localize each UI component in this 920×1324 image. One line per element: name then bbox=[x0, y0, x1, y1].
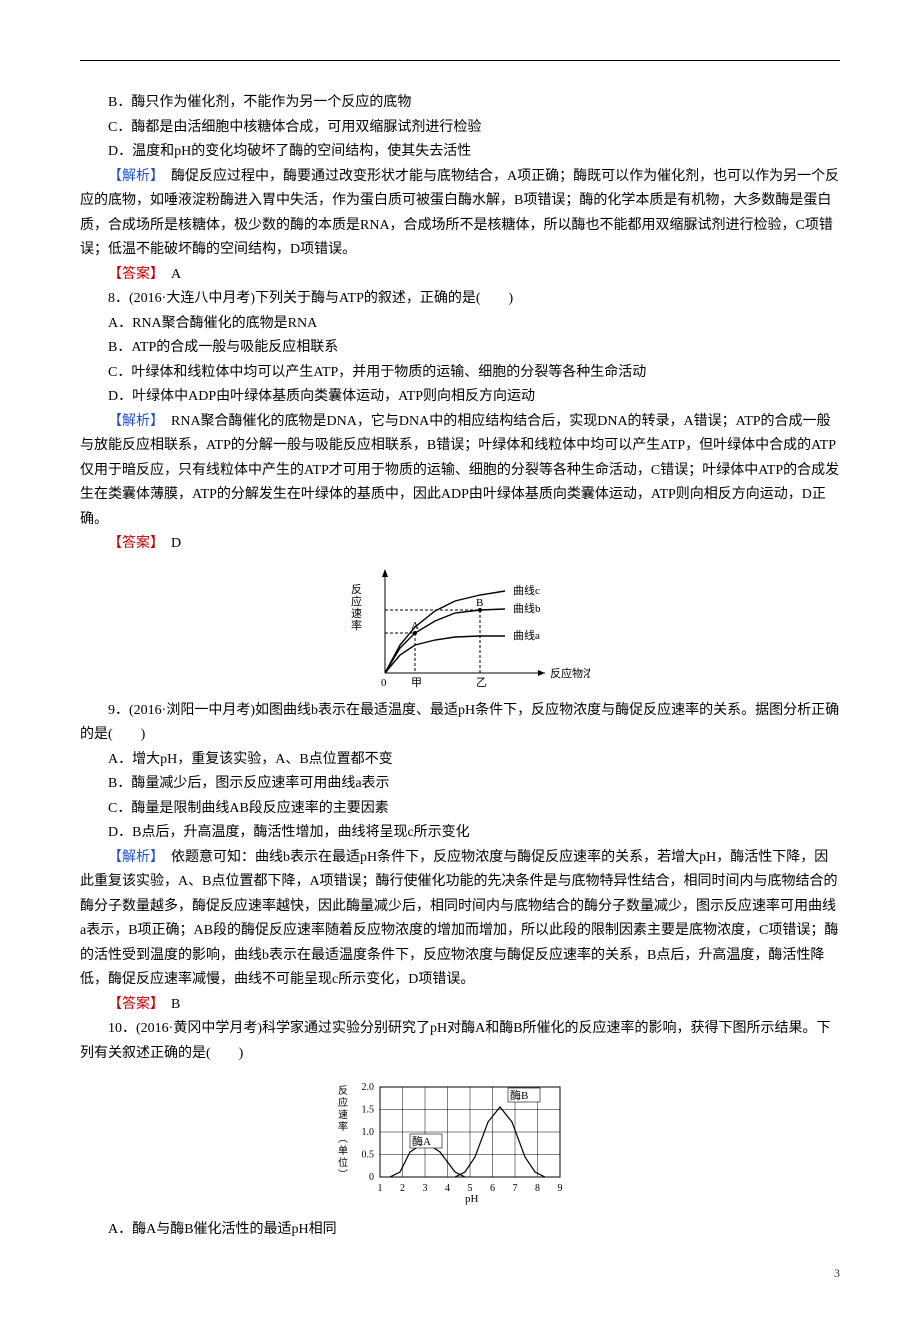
svg-text:3: 3 bbox=[423, 1183, 428, 1194]
svg-text:反: 反 bbox=[338, 1085, 348, 1097]
q7-opt-c: C．酶都是由活细胞中核糖体合成，可用双缩脲试剂进行检验 bbox=[80, 116, 840, 141]
svg-text:9: 9 bbox=[558, 1183, 563, 1194]
q8-opt-c: C．叶绿体和线粒体中均可以产生ATP，并用于物质的运输、细胞的分裂等各种生命活动 bbox=[80, 361, 840, 386]
svg-text:反应速率: 反应速率 bbox=[351, 583, 362, 632]
svg-text:0: 0 bbox=[381, 677, 387, 689]
q10-stem: 10．(2016·黄冈中学月考)科学家通过实验分别研究了pH对酶A和酶B所催化的… bbox=[80, 1017, 840, 1066]
q9-opt-d: D．B点后，升高温度，酶活性增加，曲线将呈现c所示变化 bbox=[80, 821, 840, 846]
q7-opt-d: D．温度和pH的变化均破坏了酶的空间结构，使其失去活性 bbox=[80, 140, 840, 165]
q7-opt-b: B．酶只作为催化剂，不能作为另一个反应的底物 bbox=[80, 91, 840, 116]
q10-figure: 00.51.01.52.0 123456789 酶A酶B pH 反应速率︵单位︶ bbox=[80, 1072, 840, 1212]
answer-label: 【答案】 bbox=[108, 267, 157, 282]
q8-answer: 【答案】 D bbox=[80, 532, 840, 557]
q9-opt-b: B．酶量减少后，图示反应速率可用曲线a表示 bbox=[80, 772, 840, 797]
svg-text:速: 速 bbox=[338, 1109, 348, 1121]
q9-opt-c: C．酶量是限制曲线AB段反应速率的主要因素 bbox=[80, 797, 840, 822]
svg-text:A: A bbox=[411, 620, 419, 632]
svg-text:︵: ︵ bbox=[338, 1134, 348, 1145]
svg-text:曲线b: 曲线b bbox=[513, 601, 541, 615]
svg-text:曲线a: 曲线a bbox=[513, 628, 540, 642]
svg-text:乙: 乙 bbox=[476, 676, 487, 689]
svg-text:B: B bbox=[476, 597, 483, 609]
q9-analysis: 【解析】 依题意可知：曲线b表示在最适pH条件下，反应物浓度与酶促反应速率的关系… bbox=[80, 846, 840, 993]
svg-text:甲: 甲 bbox=[411, 677, 422, 689]
svg-text:1.5: 1.5 bbox=[362, 1105, 375, 1116]
svg-text:2.0: 2.0 bbox=[362, 1082, 375, 1093]
top-rule bbox=[80, 60, 840, 61]
svg-text:7: 7 bbox=[513, 1183, 518, 1194]
svg-text:反应物浓度: 反应物浓度 bbox=[550, 666, 590, 680]
analysis-label: 【解析】 bbox=[108, 414, 157, 429]
q8-opt-b: B．ATP的合成一般与吸能反应相联系 bbox=[80, 336, 840, 361]
svg-text:率: 率 bbox=[338, 1120, 348, 1133]
page-number: 3 bbox=[80, 1263, 840, 1284]
q10-opt-a: A．酶A与酶B催化活性的最适pH相同 bbox=[80, 1218, 840, 1243]
q9-opt-a: A．增大pH，重复该实验，A、B点位置都不变 bbox=[80, 748, 840, 773]
q8-analysis: 【解析】 RNA聚合酶催化的底物是DNA，它与DNA中的相应结构结合后，实现DN… bbox=[80, 410, 840, 533]
svg-text:应: 应 bbox=[338, 1096, 348, 1109]
svg-text:4: 4 bbox=[445, 1183, 450, 1194]
q9-figure: 反应速率 A B 0 甲 乙 曲线c 曲线b 曲线a 反应物浓度 bbox=[80, 563, 840, 693]
svg-text:酶A: 酶A bbox=[412, 1135, 431, 1148]
q9-stem: 9．(2016·浏阳一中月考)如图曲线b表示在最适温度、最适pH条件下，反应物浓… bbox=[80, 699, 840, 748]
q9-answer: 【答案】 B bbox=[80, 993, 840, 1018]
q7-analysis: 【解析】 酶促反应过程中，酶要通过改变形状才能与底物结合，A项正确；酶既可以作为… bbox=[80, 165, 840, 263]
analysis-label: 【解析】 bbox=[108, 169, 157, 184]
svg-text:1: 1 bbox=[378, 1183, 383, 1194]
svg-text:8: 8 bbox=[535, 1183, 540, 1194]
svg-text:1.0: 1.0 bbox=[362, 1127, 375, 1138]
q8-opt-d: D．叶绿体中ADP由叶绿体基质向类囊体运动，ATP则向相反方向运动 bbox=[80, 385, 840, 410]
svg-text:位: 位 bbox=[338, 1156, 348, 1169]
answer-label: 【答案】 bbox=[108, 536, 157, 551]
svg-text:6: 6 bbox=[490, 1183, 495, 1194]
svg-text:曲线c: 曲线c bbox=[513, 583, 540, 597]
q8-stem: 8．(2016·大连八中月考)下列关于酶与ATP的叙述，正确的是( ) bbox=[80, 287, 840, 312]
q7-answer: 【答案】 A bbox=[80, 263, 840, 288]
svg-text:单: 单 bbox=[338, 1145, 348, 1157]
analysis-label: 【解析】 bbox=[108, 850, 157, 865]
svg-text:0.5: 0.5 bbox=[362, 1150, 375, 1161]
answer-label: 【答案】 bbox=[108, 997, 157, 1012]
svg-text:pH: pH bbox=[465, 1193, 479, 1205]
svg-text:2: 2 bbox=[400, 1183, 405, 1194]
svg-text:︶: ︶ bbox=[338, 1169, 348, 1181]
svg-text:酶B: 酶B bbox=[510, 1089, 528, 1102]
q8-opt-a: A．RNA聚合酶催化的底物是RNA bbox=[80, 312, 840, 337]
svg-text:0: 0 bbox=[369, 1172, 374, 1183]
